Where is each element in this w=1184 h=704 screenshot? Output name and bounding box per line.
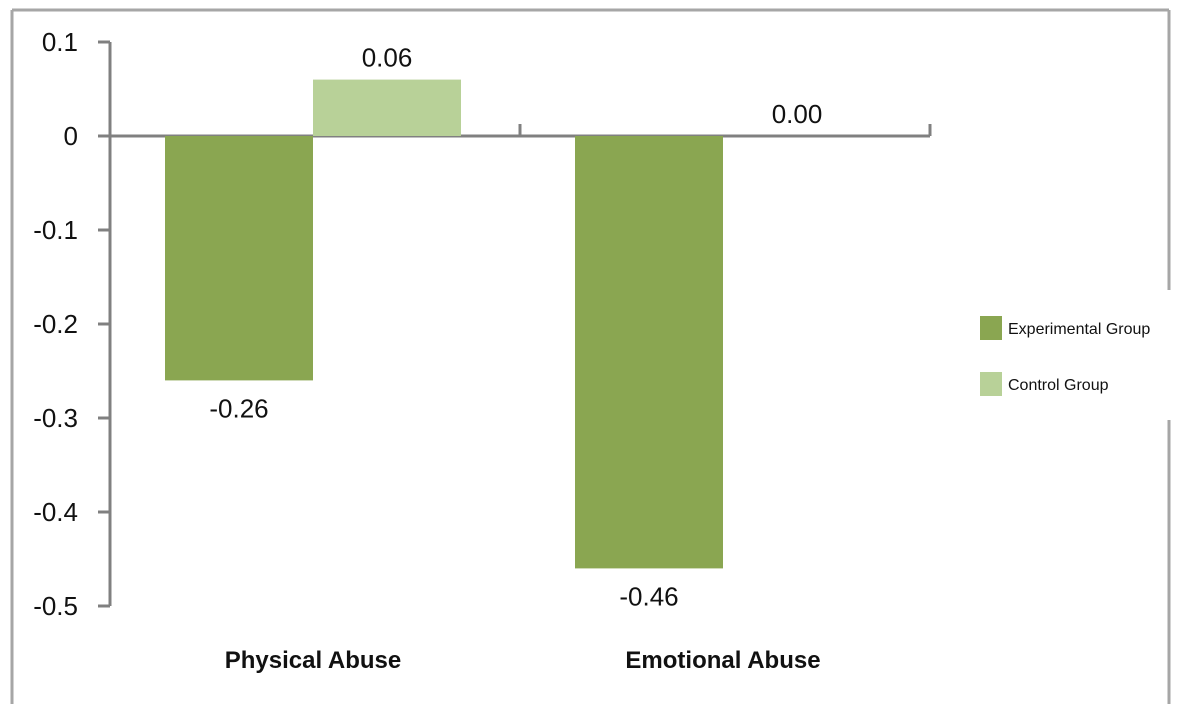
legend-swatch xyxy=(980,316,1002,340)
y-tick-label: 0 xyxy=(64,121,78,151)
bar-experimental-group xyxy=(165,136,313,381)
plot-area: 0.1 0 -0.1 -0.2 -0.3 -0.4 -0.5 -0.26 0.06 Physica… xyxy=(33,27,932,674)
y-tick-label: -0.1 xyxy=(33,215,78,245)
data-label: 0.06 xyxy=(362,43,413,73)
category-label: Physical Abuse xyxy=(225,647,402,674)
data-label: 0.00 xyxy=(772,99,823,129)
legend-swatch xyxy=(980,372,1002,396)
data-label: -0.26 xyxy=(209,393,268,423)
legend: Experimental Group Control Group xyxy=(980,316,1150,396)
bar-control-group xyxy=(313,79,461,136)
category-label: Emotional Abuse xyxy=(625,647,820,674)
data-label: -0.46 xyxy=(619,581,678,611)
legend-label: Control Group xyxy=(1008,377,1109,394)
y-tick-label: 0.1 xyxy=(42,27,78,57)
bar-experimental-group xyxy=(575,136,723,569)
y-tick-label: -0.4 xyxy=(33,497,78,527)
y-tick-label: -0.3 xyxy=(33,403,78,433)
y-tick-label: -0.5 xyxy=(33,591,78,621)
y-tick-label: -0.2 xyxy=(33,309,78,339)
legend-label: Experimental Group xyxy=(1008,321,1150,338)
